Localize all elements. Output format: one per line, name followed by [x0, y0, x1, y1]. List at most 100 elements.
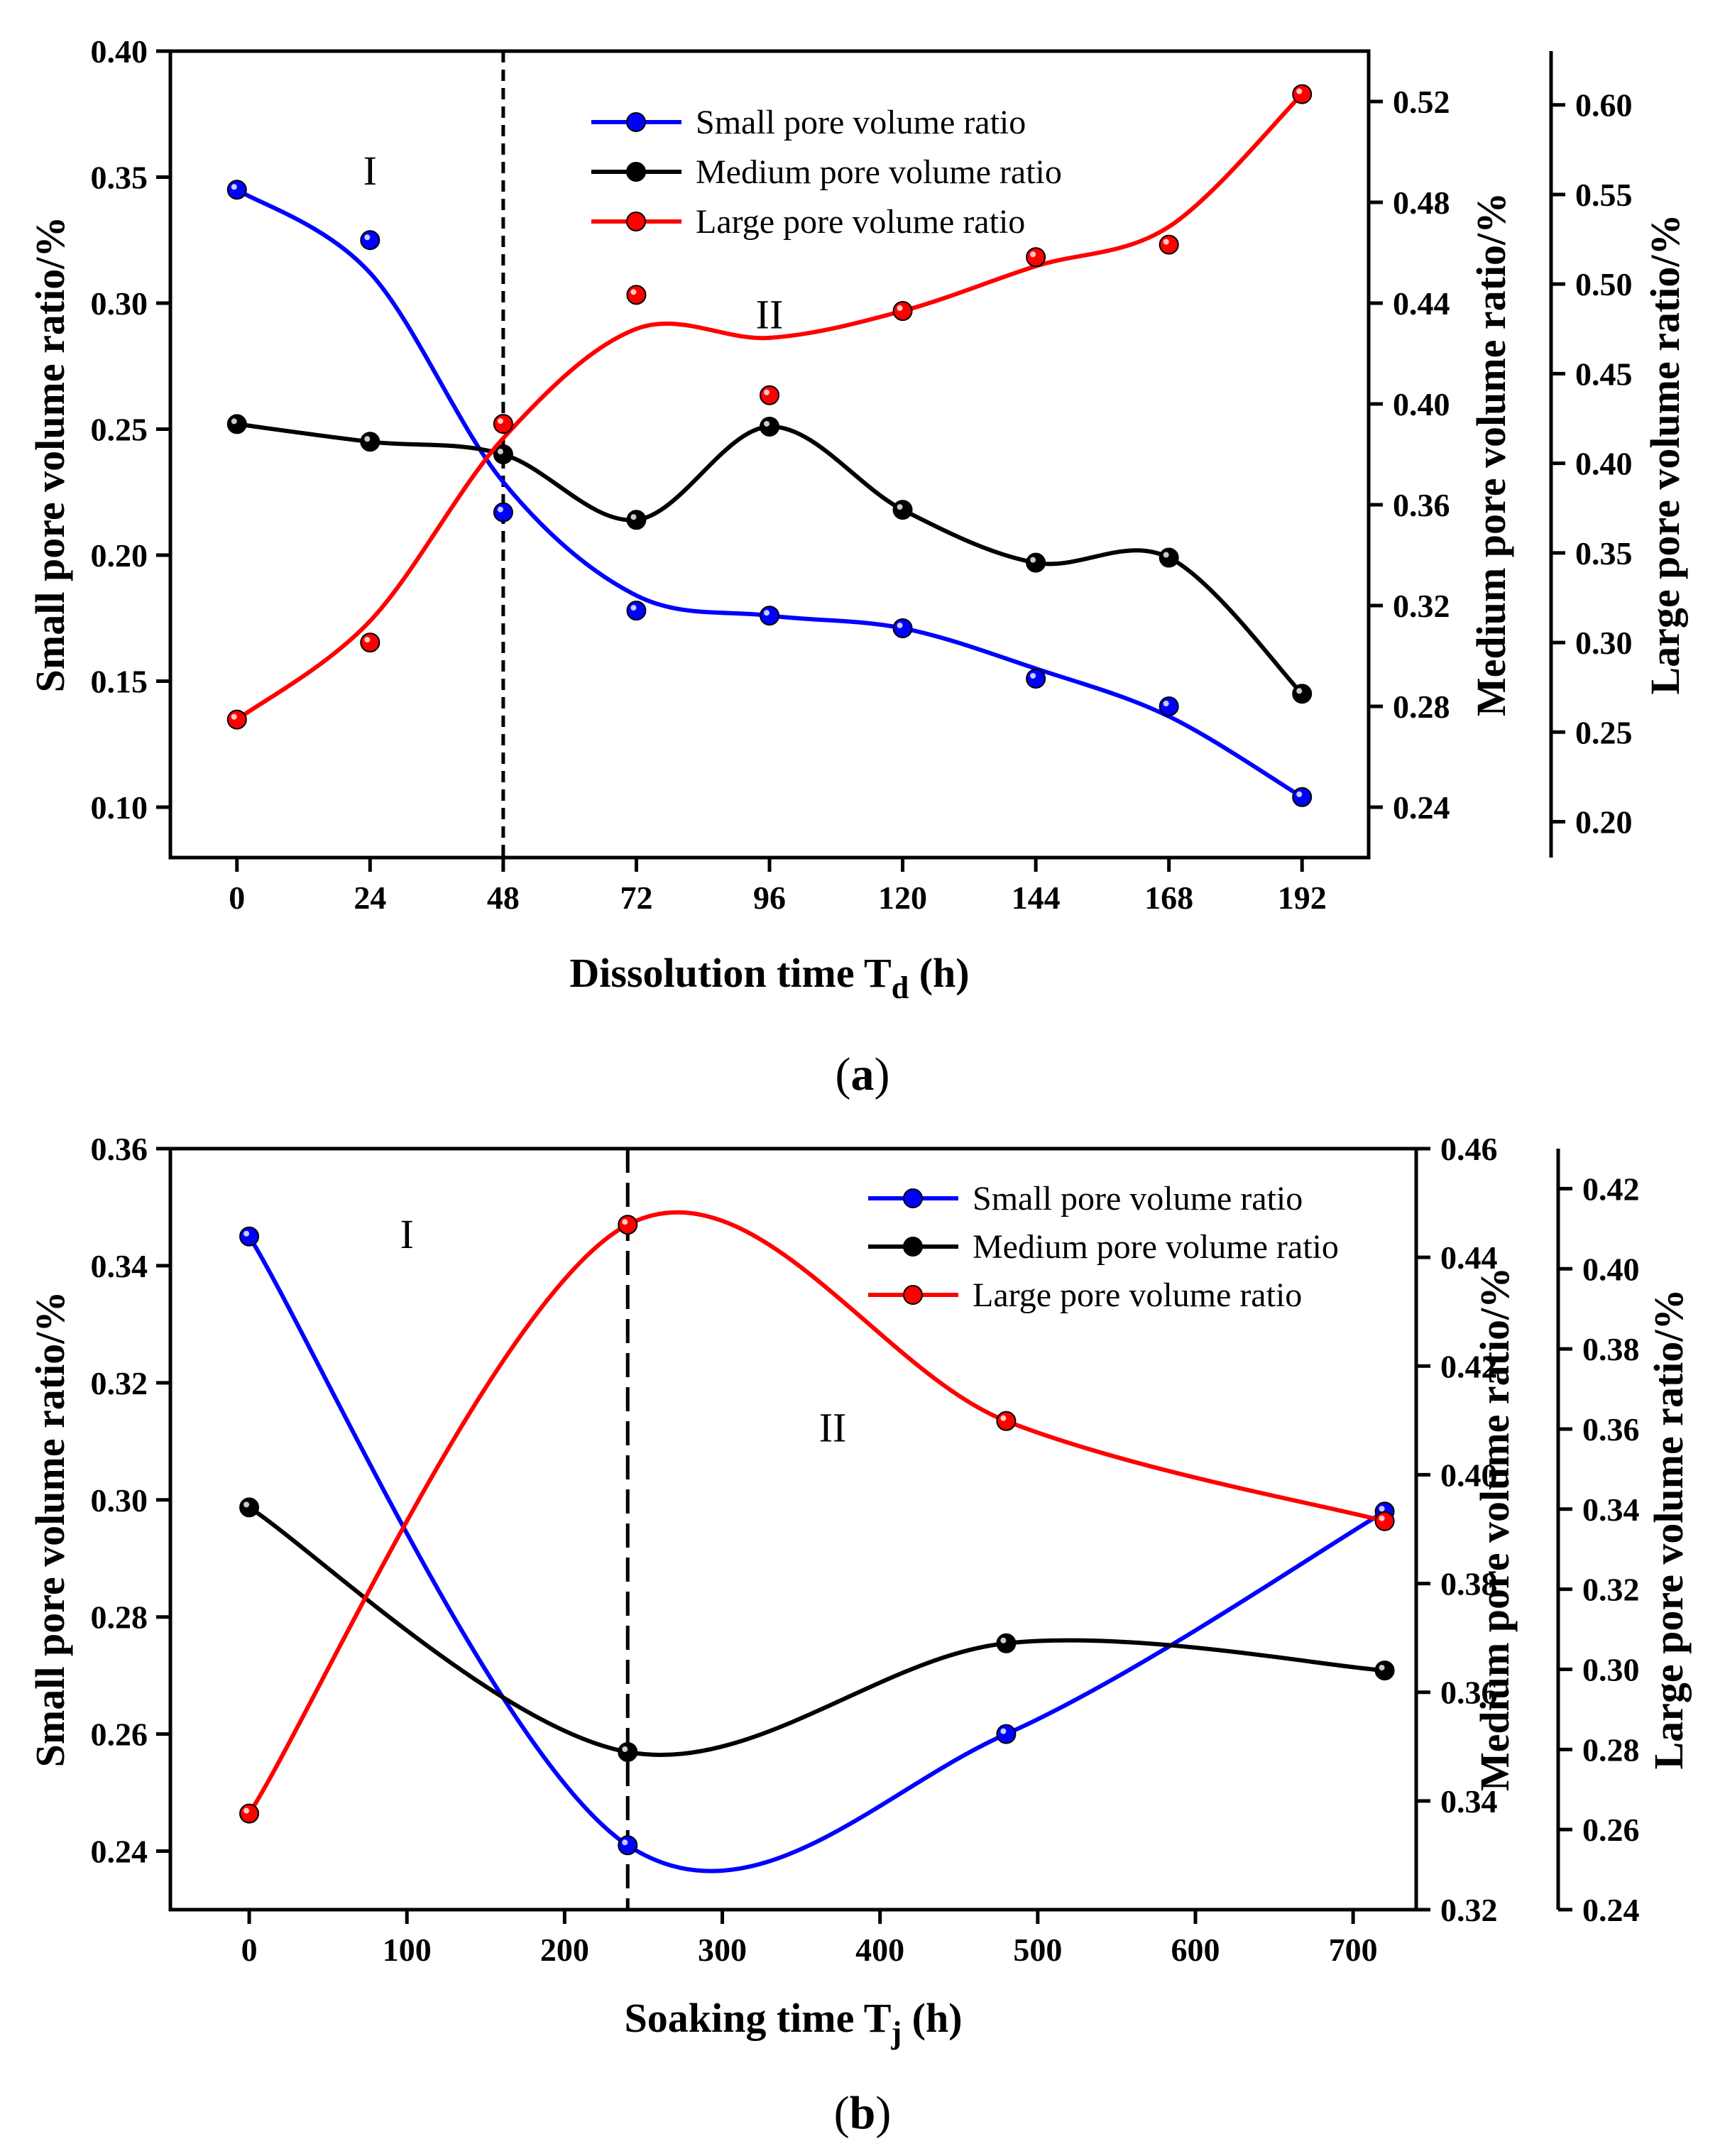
series-line-medium — [236, 422, 1304, 696]
right-y-tick-label: 0.34 — [1440, 1783, 1498, 1820]
x-tick-label: 0 — [229, 880, 245, 916]
data-point-small — [1026, 668, 1046, 689]
data-point-highlight — [630, 514, 637, 520]
left-y-axis-label: Small pore volume ratio/% — [27, 217, 73, 693]
third-y-tick-label: 0.40 — [1575, 446, 1633, 482]
third-y-tick-label: 0.25 — [1575, 714, 1633, 750]
third-y-tick-label: 0.36 — [1582, 1411, 1640, 1448]
data-point-highlight — [630, 289, 637, 295]
series-line-medium — [248, 1505, 1385, 1757]
data-point-highlight — [1000, 1728, 1007, 1734]
data-point-large — [618, 1215, 638, 1235]
data-point-highlight — [1163, 552, 1169, 558]
left-y-tick-label: 0.34 — [91, 1248, 148, 1284]
data-point-medium — [1292, 684, 1313, 704]
series-medium — [226, 414, 1313, 704]
left-y-tick-label: 0.24 — [91, 1834, 148, 1870]
data-point-large — [360, 633, 380, 653]
medium-y-axis-label: Medium pore volume ratio/% — [1468, 192, 1514, 716]
right-y-tick-label: 0.42 — [1440, 1348, 1498, 1384]
x-tick-label: 192 — [1278, 880, 1327, 916]
third-y-tick-label: 0.30 — [1582, 1651, 1640, 1687]
region-label: II — [756, 292, 784, 338]
data-point-large — [626, 285, 647, 305]
third-y-tick-label: 0.32 — [1582, 1572, 1640, 1608]
data-point-medium — [360, 432, 380, 452]
series-line-large — [247, 1210, 1386, 1815]
right-y-tick-label: 0.36 — [1393, 487, 1450, 523]
data-point-highlight — [622, 1839, 628, 1846]
left-y-tick-label: 0.26 — [91, 1717, 148, 1753]
third-y-tick-label: 0.55 — [1575, 177, 1633, 213]
data-point-small — [626, 601, 647, 621]
data-point-medium — [239, 1497, 260, 1518]
data-point-highlight — [1000, 1415, 1007, 1421]
x-tick-label: 700 — [1329, 1932, 1378, 1968]
region-label: I — [363, 148, 377, 194]
data-point-small — [1159, 696, 1179, 716]
data-point-large — [892, 301, 913, 322]
series-line-large — [236, 92, 1304, 722]
data-point-highlight — [243, 1501, 250, 1508]
data-point-highlight — [364, 436, 371, 442]
chart-panel-a: 0 24 48 72 96 120 144 168 192 Dissolution time Td… — [27, 33, 1688, 1100]
medium-y-axis-label: Medium pore volume ratio/% — [1472, 1267, 1518, 1791]
data-point-highlight — [1379, 1665, 1385, 1671]
data-point-highlight — [497, 506, 503, 513]
data-point-medium — [892, 500, 913, 520]
series-small — [239, 1226, 1395, 1873]
data-point-highlight — [1030, 251, 1036, 258]
data-point-large — [1292, 84, 1313, 104]
third-y-tick-label: 0.34 — [1582, 1492, 1640, 1528]
right-y-tick-label: 0.52 — [1393, 84, 1450, 120]
series-medium — [239, 1497, 1395, 1762]
data-point-highlight — [764, 389, 770, 395]
data-point-small — [239, 1226, 260, 1247]
third-y-tick-label: 0.20 — [1575, 804, 1633, 841]
data-point-small — [226, 180, 247, 200]
x-tick-label: 200 — [540, 1932, 589, 1968]
data-point-medium — [1159, 547, 1179, 568]
legend-label: Medium pore volume ratio — [973, 1228, 1339, 1266]
third-y-tick-label: 0.35 — [1575, 535, 1633, 571]
data-point-large — [996, 1411, 1017, 1431]
data-point-highlight — [497, 449, 503, 454]
x-axis-label: Soaking time Tj (h) — [624, 1995, 962, 2050]
data-point-medium — [626, 510, 647, 530]
data-point-small — [1292, 787, 1313, 807]
x-tick-label: 500 — [1013, 1932, 1062, 1968]
data-point-highlight — [897, 305, 903, 312]
x-tick-label: 96 — [753, 880, 786, 916]
data-point-highlight — [1163, 701, 1169, 706]
large-y-axis-label: Large pore volume ratio/% — [1645, 1288, 1692, 1769]
x-tick-label: 168 — [1144, 880, 1193, 916]
left-y-tick-label: 0.32 — [91, 1365, 148, 1401]
data-point-large — [226, 709, 247, 730]
legend-marker — [903, 1188, 923, 1208]
right-y-tick-label: 0.24 — [1393, 789, 1450, 826]
series-large — [226, 84, 1313, 730]
panel-caption: (a) — [836, 1049, 890, 1100]
third-y-tick-label: 0.40 — [1582, 1251, 1640, 1287]
data-point-highlight — [1000, 1637, 1007, 1643]
x-tick-label: 600 — [1171, 1932, 1220, 1968]
data-point-small — [996, 1724, 1017, 1744]
legend-label: Large pore volume ratio — [696, 203, 1025, 241]
legend-label: Small pore volume ratio — [973, 1180, 1303, 1217]
data-point-highlight — [764, 420, 770, 427]
legend-marker — [626, 112, 646, 132]
data-point-medium — [618, 1741, 638, 1762]
left-y-tick-label: 0.30 — [91, 285, 148, 322]
region-label: II — [819, 1404, 847, 1450]
data-point-highlight — [231, 713, 237, 720]
third-y-tick-label: 0.45 — [1575, 356, 1633, 392]
series-small — [226, 180, 1313, 807]
data-point-highlight — [897, 504, 903, 510]
legend-marker — [903, 1285, 923, 1305]
third-y-tick-label: 0.28 — [1582, 1731, 1640, 1768]
data-point-highlight — [243, 1807, 250, 1814]
third-y-tick-label: 0.38 — [1582, 1331, 1640, 1367]
data-point-small — [618, 1835, 638, 1856]
left-y-tick-label: 0.10 — [91, 789, 148, 826]
x-tick-label: 300 — [698, 1932, 747, 1968]
